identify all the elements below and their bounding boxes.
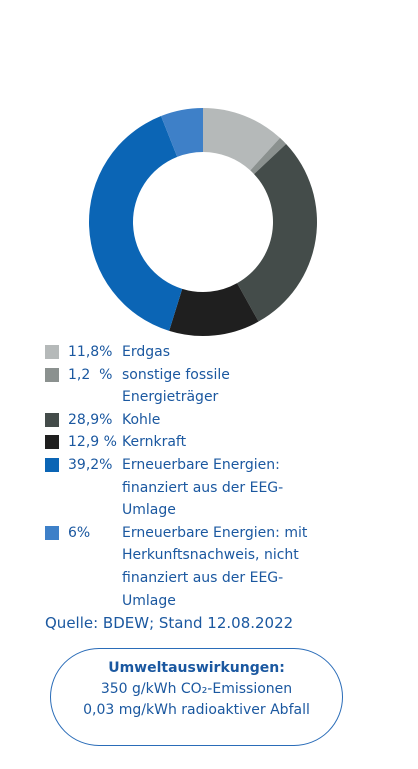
legend-entry: 1,2 % sonstige fossile Energieträger bbox=[45, 364, 312, 409]
legend-label: Kohle bbox=[122, 411, 161, 428]
donut-segment bbox=[250, 137, 287, 175]
legend-swatch bbox=[45, 367, 59, 382]
value-label: 39,2% bbox=[68, 456, 113, 473]
value-label: 11,8% bbox=[68, 344, 113, 360]
legend-label: sonstige fossile Energieträger bbox=[122, 366, 230, 406]
legend-swatch bbox=[45, 457, 59, 472]
info-box: Umweltauswirkungen: 350 g/kWh CO₂-Emissi… bbox=[50, 648, 343, 746]
value-label: 6% bbox=[68, 524, 91, 541]
value-label: 12,9 % bbox=[68, 434, 117, 451]
legend: 11,8% Erdgas 1,2 % sonstige fossile Energie… bbox=[45, 341, 312, 612]
legend-entry: 11,8% Erdgas bbox=[45, 341, 312, 364]
source: Quelle: BDEW; Stand 12.08.2022 bbox=[45, 614, 294, 632]
value-label: 28,9% bbox=[68, 411, 113, 428]
legend-entry: 12,9 % Kernkraft bbox=[45, 431, 312, 454]
legend-entry: 39,2% Erneuerbare Energien: finanziert au… bbox=[45, 454, 312, 522]
donut-segment bbox=[203, 108, 280, 171]
legend-entry: 6% Erneuerbare Energien: mit Herkunftsnac… bbox=[45, 522, 312, 612]
legend-swatch bbox=[45, 435, 59, 450]
donut-segment bbox=[237, 143, 317, 322]
legend-label: Erdgas bbox=[122, 344, 171, 360]
donut-segment bbox=[169, 283, 259, 336]
legend-swatch bbox=[45, 345, 59, 359]
chart bbox=[89, 108, 317, 336]
info-line: 0,03 mg/kWh radioaktiver Abfall bbox=[83, 702, 310, 718]
legend-label: Erneuerbare Energien: finanziert aus der… bbox=[122, 456, 284, 519]
donut-segment bbox=[89, 116, 183, 331]
value-label: 1,2 % bbox=[68, 366, 113, 383]
legend-swatch bbox=[45, 525, 59, 540]
legend-swatch bbox=[45, 412, 59, 427]
legend-label: Erneuerbare Energien: mit Herkunftsnachw… bbox=[122, 524, 308, 609]
legend-label: Kernkraft bbox=[122, 434, 187, 451]
info-line: 350 g/kWh CO₂-Emissionen bbox=[100, 681, 293, 697]
info-title: Umweltauswirkungen: bbox=[108, 660, 285, 676]
donut-segment bbox=[161, 108, 203, 157]
legend-entry: 28,9% Kohle bbox=[45, 409, 312, 432]
